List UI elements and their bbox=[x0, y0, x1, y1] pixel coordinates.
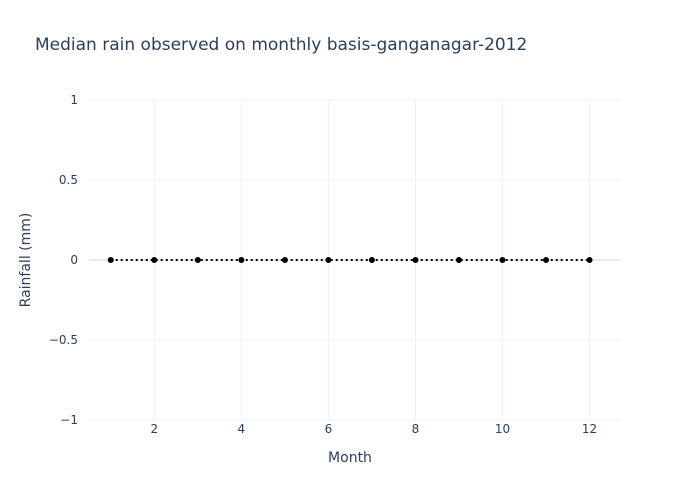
y-tick-label: −1 bbox=[60, 413, 78, 427]
data-point bbox=[281, 257, 288, 263]
data-point bbox=[586, 257, 593, 263]
y-tick-label: 0.5 bbox=[59, 173, 78, 187]
data-point bbox=[238, 257, 245, 263]
data-point bbox=[194, 257, 201, 263]
tick-layer: 1 0.5 0 −0.5 −1 2 4 6 8 10 12 bbox=[49, 93, 597, 436]
y-tick-label: 1 bbox=[70, 93, 78, 107]
chart-title: Median rain observed on monthly basis-ga… bbox=[35, 35, 527, 55]
data-point bbox=[151, 257, 158, 263]
y-tick-label: −0.5 bbox=[49, 333, 78, 347]
y-tick-label: 0 bbox=[70, 253, 78, 267]
data-point bbox=[325, 257, 332, 263]
data-point bbox=[412, 257, 419, 263]
x-tick-label: 6 bbox=[325, 422, 333, 436]
series-layer bbox=[107, 257, 593, 263]
x-tick-label: 12 bbox=[582, 422, 597, 436]
y-axis-title: Rainfall (mm) bbox=[18, 213, 34, 308]
x-tick-label: 2 bbox=[150, 422, 158, 436]
x-tick-label: 4 bbox=[238, 422, 246, 436]
data-point bbox=[368, 257, 375, 263]
x-axis-title: Month bbox=[328, 450, 372, 466]
data-point bbox=[107, 257, 114, 263]
data-point bbox=[499, 257, 506, 263]
x-tick-label: 8 bbox=[412, 422, 420, 436]
x-tick-label: 10 bbox=[495, 422, 510, 436]
data-point bbox=[543, 257, 550, 263]
data-point bbox=[455, 257, 462, 263]
